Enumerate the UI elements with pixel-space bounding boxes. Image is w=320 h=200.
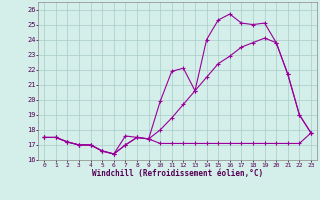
X-axis label: Windchill (Refroidissement éolien,°C): Windchill (Refroidissement éolien,°C) (92, 169, 263, 178)
